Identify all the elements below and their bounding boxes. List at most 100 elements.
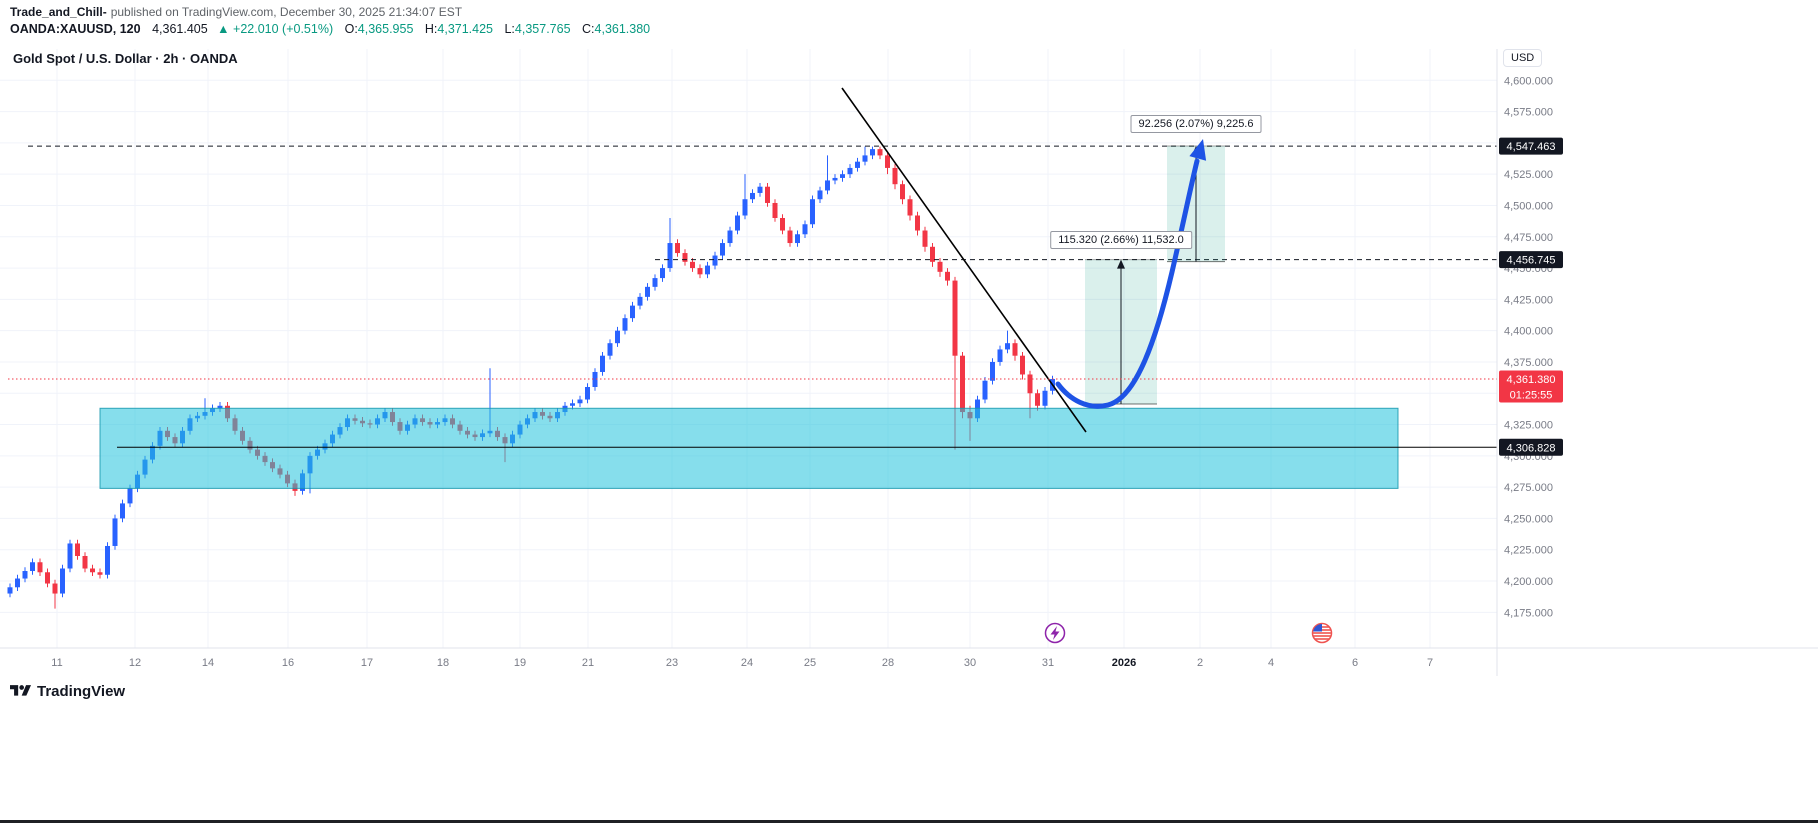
candle-body — [922, 230, 928, 247]
price-change: ▲ +22.010 (+0.51%) — [217, 22, 333, 36]
symbol-status-line: OANDA:XAUUSD, 120 4,361.405 ▲ +22.010 (+… — [10, 22, 1818, 36]
author-name[interactable]: Trade_and_Chill- — [10, 5, 107, 19]
symbol-title[interactable]: OANDA:XAUUSD, 120 — [10, 22, 141, 36]
candle-body — [990, 361, 995, 381]
candle-body — [900, 184, 905, 200]
candle-body — [945, 271, 950, 281]
time-tick-label: 17 — [361, 657, 373, 669]
time-tick-label: 18 — [437, 657, 449, 669]
time-tick-label: 25 — [804, 657, 816, 669]
time-tick-label: 2 — [1197, 657, 1203, 669]
price-tick-label: 4,325.000 — [1504, 420, 1553, 432]
candle-body — [615, 330, 620, 344]
candle-body — [847, 167, 853, 175]
candle-body — [75, 543, 80, 556]
candle-body — [667, 243, 673, 269]
candle-body — [30, 562, 35, 572]
candle-body — [67, 543, 73, 569]
price-label-text: 4,547.463 — [1507, 141, 1556, 153]
price-axis-label: 4,547.463 — [1499, 137, 1563, 155]
candle-body — [982, 380, 988, 400]
time-tick-label: 24 — [741, 657, 753, 669]
candle-body — [915, 215, 920, 231]
price-tick-label: 4,250.000 — [1504, 513, 1553, 525]
time-tick-label: 12 — [129, 657, 141, 669]
window-bottom-edge — [0, 820, 1818, 823]
price-axis-label: 4,361.380 01:25:55 — [1499, 370, 1563, 403]
candle-body — [1035, 393, 1040, 406]
candle-body — [780, 218, 785, 231]
currency-label[interactable]: USD — [1503, 49, 1543, 67]
candle-body — [660, 268, 665, 279]
ohlc-open: O:4,365.955 — [344, 22, 414, 36]
candle-body — [735, 215, 740, 231]
candle-body — [592, 371, 598, 387]
measurement-label[interactable]: 92.256 (2.07%) 9,225.6 — [1130, 115, 1262, 133]
candle-body — [772, 202, 778, 218]
time-tick-label: 14 — [202, 657, 214, 669]
candle-body — [757, 186, 763, 193]
candle-body — [795, 234, 800, 244]
candle-body — [930, 246, 935, 262]
candle-body — [622, 318, 628, 331]
price-tick-label: 4,600.000 — [1504, 75, 1553, 87]
candle-body — [960, 355, 965, 413]
candle-body — [1042, 390, 1048, 406]
trendline[interactable] — [841, 87, 1087, 433]
candle-body — [832, 177, 838, 181]
price-tick-label: 4,475.000 — [1504, 232, 1553, 244]
candle-body — [127, 488, 133, 504]
candle-body — [862, 155, 868, 162]
countdown-text: 01:25:55 — [1510, 390, 1553, 402]
measurement-label[interactable]: 115.320 (2.66%) 11,532.0 — [1050, 231, 1192, 249]
candle-body — [870, 149, 875, 156]
economic-event-icon-lightning[interactable] — [1044, 622, 1066, 644]
candle-body — [997, 349, 1003, 362]
candle-body — [765, 186, 770, 203]
economic-event-icon-us-flag[interactable] — [1311, 622, 1333, 644]
price-axis-label: 4,456.745 — [1499, 251, 1563, 269]
ohlc-low: L:4,357.765 — [504, 22, 571, 36]
chart-title: Gold Spot / U.S. Dollar · 2h · OANDA — [13, 51, 238, 66]
ohlc-close: C:4,361.380 — [582, 22, 651, 36]
time-tick-label: 7 — [1427, 657, 1433, 669]
projection-arrowhead-icon[interactable] — [1189, 139, 1207, 161]
time-tick-label: 28 — [882, 657, 894, 669]
time-axis[interactable]: 11 12 14 16 17 18 19 21 23 24 25 28 30 31 2026 2 4 6 7 — [51, 657, 1433, 669]
candle-body — [825, 180, 830, 191]
last-price: 4,361.405 — [152, 22, 208, 36]
candle-body — [577, 399, 583, 404]
candle-body — [7, 587, 13, 594]
candle-body — [60, 568, 65, 594]
price-tick-label: 4,400.000 — [1504, 326, 1553, 338]
candle-body — [1027, 374, 1033, 394]
time-tick-label: 31 — [1042, 657, 1054, 669]
time-tick-label: 19 — [514, 657, 526, 669]
price-label-text: 4,306.828 — [1507, 442, 1556, 454]
time-tick-label: 23 — [666, 657, 678, 669]
price-label-text: 4,361.380 — [1507, 374, 1556, 386]
candle-body — [1012, 343, 1018, 356]
price-axis[interactable]: 4,600.0004,575.0004,550.0004,525.0004,50… — [1504, 75, 1553, 619]
time-tick-label: 6 — [1352, 657, 1358, 669]
candle-body — [90, 568, 95, 573]
price-axis-label: 4,306.828 — [1499, 438, 1563, 456]
candle-body — [855, 161, 860, 168]
time-tick-label: 16 — [282, 657, 294, 669]
tradingview-logo[interactable]: TradingView — [10, 682, 125, 700]
candle-body — [712, 255, 718, 266]
support-zone[interactable] — [99, 407, 1399, 489]
price-tick-label: 4,375.000 — [1504, 357, 1553, 369]
candle-body — [652, 278, 658, 287]
candle-body — [22, 571, 28, 579]
candle-body — [585, 386, 590, 400]
candle-body — [600, 355, 605, 372]
publication-line: Trade_and_Chill-published on TradingView… — [10, 5, 1818, 19]
candle-body — [1005, 343, 1010, 350]
price-range-measurement[interactable] — [1085, 259, 1157, 405]
candle-body — [97, 572, 103, 575]
candle-body — [787, 230, 793, 244]
candle-body — [637, 296, 643, 306]
projection-arrow[interactable] — [1055, 158, 1200, 409]
